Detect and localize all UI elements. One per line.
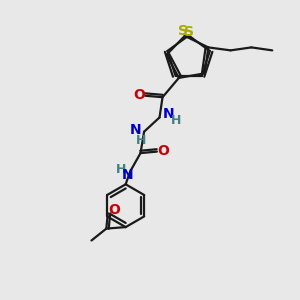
Text: H: H	[116, 163, 126, 176]
Text: N: N	[130, 123, 142, 137]
Text: O: O	[108, 203, 120, 217]
Text: S: S	[184, 25, 194, 39]
Text: O: O	[158, 144, 169, 158]
Text: H: H	[136, 134, 146, 147]
Text: H: H	[171, 115, 181, 128]
Text: N: N	[163, 107, 174, 122]
Text: N: N	[121, 168, 133, 182]
Text: O: O	[133, 88, 145, 102]
Text: S: S	[178, 24, 188, 38]
